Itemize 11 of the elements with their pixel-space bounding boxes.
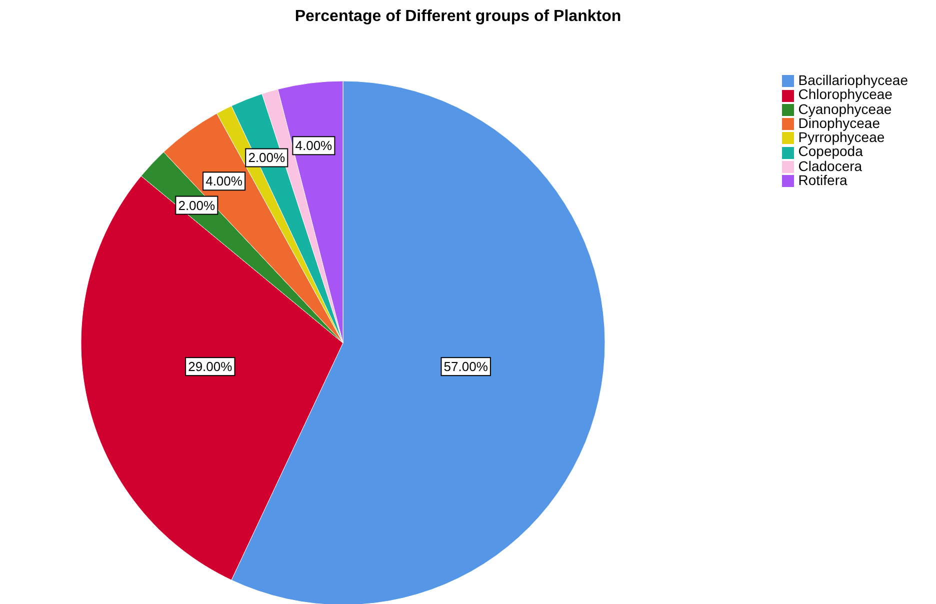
chart-title: Percentage of Different groups of Plankton (294, 8, 622, 26)
data-label: 57.00% (444, 359, 488, 374)
data-label: 2.00% (178, 198, 216, 213)
data-label: 4.00% (206, 174, 243, 189)
legend-label: Rotifera (798, 172, 848, 188)
data-label: 2.00% (248, 150, 286, 166)
legend-label: Bacillariophyceae (798, 72, 908, 88)
legend-label: Cyanophyceae (798, 100, 892, 117)
data-label: 4.00% (295, 138, 333, 154)
legend-label: Cladocera (798, 158, 862, 174)
data-label: 29.00% (188, 359, 233, 374)
